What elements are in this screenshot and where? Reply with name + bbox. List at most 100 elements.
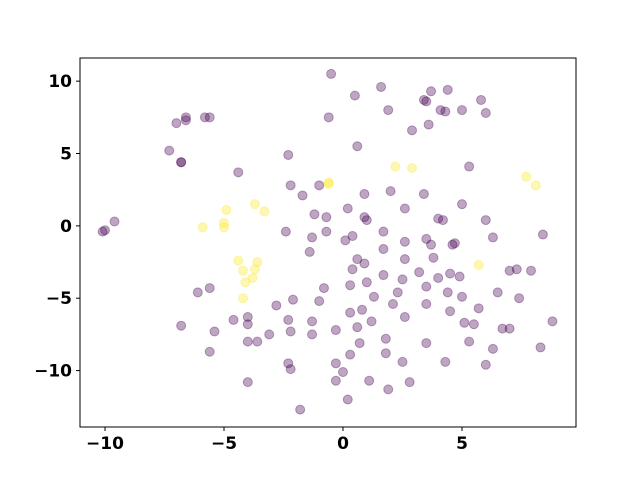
point [233, 255, 244, 266]
point [547, 316, 558, 327]
point [318, 283, 329, 294]
point [238, 293, 249, 304]
point [242, 336, 253, 347]
point [428, 252, 439, 263]
point [199, 112, 210, 123]
y-tick-label: −5 [46, 289, 72, 309]
point [521, 171, 532, 182]
point [380, 348, 391, 359]
point [218, 217, 229, 228]
point [307, 329, 318, 340]
point [233, 167, 244, 178]
point [380, 333, 391, 344]
point [426, 239, 437, 250]
point [423, 119, 434, 130]
point [537, 229, 548, 240]
point [264, 329, 275, 340]
point [464, 161, 475, 172]
x-tick-label: 5 [456, 434, 468, 454]
point [383, 105, 394, 116]
point [433, 213, 444, 224]
point [456, 291, 467, 302]
point [433, 272, 444, 283]
point [323, 178, 334, 189]
point [326, 68, 337, 79]
point [283, 314, 294, 325]
point [197, 222, 208, 233]
point [221, 204, 232, 215]
point [176, 320, 187, 331]
point [218, 222, 229, 233]
point [480, 359, 491, 370]
point [309, 209, 320, 220]
point [504, 323, 515, 334]
point [314, 180, 325, 191]
point [204, 283, 215, 294]
point [364, 375, 375, 386]
point [397, 356, 408, 367]
point [180, 115, 191, 126]
point [487, 232, 498, 243]
point [249, 199, 260, 210]
point [347, 230, 358, 241]
point [330, 358, 341, 369]
point [252, 336, 263, 347]
point [359, 212, 370, 223]
point [361, 215, 372, 226]
point [176, 157, 187, 168]
point [242, 377, 253, 388]
point [456, 105, 467, 116]
point [473, 303, 484, 314]
point [399, 203, 410, 214]
x-tick-label: −5 [211, 434, 237, 454]
point [342, 203, 353, 214]
point [399, 254, 410, 265]
point [435, 105, 446, 116]
point [238, 265, 249, 276]
point [449, 238, 460, 249]
point [359, 189, 370, 200]
point [242, 319, 253, 330]
point [459, 317, 470, 328]
point [359, 258, 370, 269]
point [240, 277, 251, 288]
y-tick-label: 0 [60, 217, 72, 237]
point [330, 375, 341, 386]
point [285, 326, 296, 337]
point [442, 84, 453, 95]
x-tick-label: 0 [337, 434, 349, 454]
point [535, 342, 546, 353]
point [397, 274, 408, 285]
x-tick-label: −10 [86, 434, 124, 454]
point [323, 177, 334, 188]
point [283, 358, 294, 369]
plot-area [79, 57, 577, 428]
point [280, 226, 291, 237]
point [342, 394, 353, 405]
point [314, 296, 325, 307]
point [390, 161, 401, 172]
point [99, 225, 110, 236]
point [445, 268, 456, 279]
y-tick-label: 10 [48, 72, 72, 92]
point [288, 294, 299, 305]
point [352, 141, 363, 152]
point [180, 112, 191, 123]
point [337, 367, 348, 378]
point [476, 94, 487, 105]
point [349, 90, 360, 101]
point [426, 86, 437, 97]
point [404, 377, 415, 388]
point [399, 312, 410, 323]
point [442, 287, 453, 298]
point [176, 157, 187, 168]
point [514, 293, 525, 304]
point [437, 215, 448, 226]
point [271, 300, 282, 311]
point [209, 326, 220, 337]
point [445, 306, 456, 317]
point [252, 257, 263, 268]
point [204, 112, 215, 123]
point [454, 271, 465, 282]
